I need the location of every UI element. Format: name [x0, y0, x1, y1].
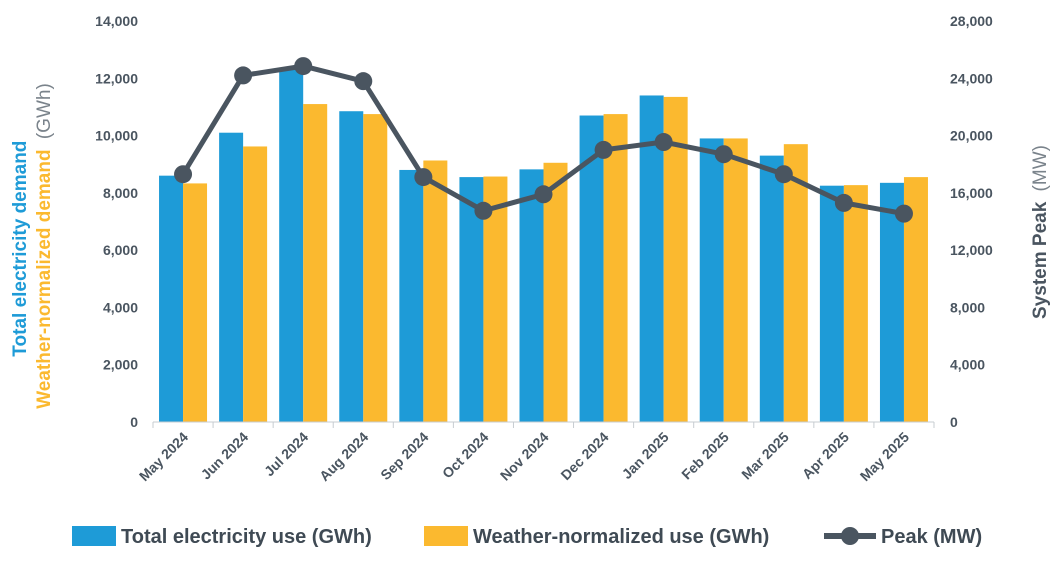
- right-tick-label: 20,000: [950, 128, 993, 144]
- bar-total: [339, 111, 364, 422]
- bars: [159, 69, 928, 423]
- legend-label-peak: Peak (MW): [881, 526, 982, 548]
- x-tick-label: Jun 2024: [198, 429, 252, 483]
- x-tick-label: Aug 2024: [316, 429, 371, 484]
- bar-weather-normalized: [723, 138, 748, 422]
- right-tick-label: 24,000: [950, 70, 993, 86]
- right-axis: 0 4,000 8,000 12,000 16,000 20,000 24,000 28,00…: [950, 13, 993, 430]
- left-tick-label: 2,000: [103, 357, 138, 373]
- legend-swatch-total: [72, 526, 116, 546]
- peak-point: [474, 201, 493, 220]
- right-axis-title-main: System Peak: [1030, 201, 1051, 319]
- bar-total: [279, 69, 304, 422]
- peak-point: [834, 193, 853, 212]
- bar-weather-normalized: [423, 160, 448, 422]
- bar-total: [819, 185, 844, 422]
- peak-point: [654, 133, 673, 152]
- bar-weather-normalized: [243, 146, 268, 422]
- legend-swatch-peak-marker: [841, 527, 859, 545]
- x-tick-label: May 2024: [136, 429, 191, 484]
- left-axis-title: Total electricity demand Weather-normali…: [10, 83, 55, 409]
- left-tick-label: 10,000: [95, 128, 138, 144]
- x-tick-label: Dec 2024: [557, 429, 611, 483]
- right-tick-label: 28,000: [950, 13, 993, 29]
- x-tick-label: Oct 2024: [439, 429, 492, 482]
- left-tick-label: 0: [130, 414, 138, 430]
- x-tick-label: Mar 2025: [738, 429, 792, 483]
- legend-label-weather: Weather-normalized use (GWh): [473, 526, 769, 548]
- right-tick-label: 0: [950, 414, 958, 430]
- left-tick-label: 8,000: [103, 185, 138, 201]
- left-axis-title-total: Total electricity demand: [10, 141, 31, 357]
- legend: Total electricity use (GWh) Weather-norm…: [72, 526, 982, 548]
- bar-weather-normalized: [183, 183, 208, 422]
- peak-line: [174, 57, 913, 223]
- left-tick-label: 12,000: [95, 70, 138, 86]
- left-tick-label: 4,000: [103, 299, 138, 315]
- bar-weather-normalized: [363, 114, 388, 422]
- bar-weather-normalized: [783, 144, 808, 422]
- x-tick-label: Feb 2025: [678, 429, 732, 483]
- peak-point: [714, 145, 733, 164]
- bar-total: [159, 175, 184, 422]
- left-tick-label: 6,000: [103, 242, 138, 258]
- bar-total: [519, 169, 544, 422]
- right-tick-label: 16,000: [950, 185, 993, 201]
- peak-point: [414, 168, 433, 187]
- bar-weather-normalized: [303, 104, 328, 423]
- x-tick-label: Jan 2025: [619, 429, 672, 482]
- bar-total: [399, 169, 424, 422]
- legend-label-total: Total electricity use (GWh): [121, 526, 372, 548]
- left-axis: 0 2,000 4,000 6,000 8,000 10,000 12,000 14,000: [95, 13, 138, 430]
- right-tick-label: 8,000: [950, 299, 985, 315]
- x-axis: May 2024 Jun 2024 Jul 2024 Aug 2024 Sep 2024…: [136, 421, 935, 484]
- bar-weather-normalized: [843, 185, 868, 422]
- x-tick-label: Sep 2024: [377, 429, 431, 483]
- bar-weather-normalized: [663, 96, 688, 423]
- peak-point: [774, 165, 793, 184]
- peak-point: [354, 72, 373, 91]
- peak-point: [894, 204, 913, 223]
- right-axis-title-unit: (MW): [1030, 145, 1051, 191]
- x-tick-label: Nov 2024: [497, 429, 552, 484]
- peak-point: [234, 66, 253, 85]
- bar-weather-normalized: [603, 114, 628, 422]
- peak-point: [294, 57, 313, 76]
- bar-weather-normalized: [543, 162, 568, 422]
- bar-total: [879, 182, 904, 422]
- right-tick-label: 4,000: [950, 357, 985, 373]
- legend-swatch-weather: [424, 526, 468, 546]
- x-tick-label: Apr 2025: [799, 429, 852, 482]
- bar-total: [759, 155, 784, 422]
- left-axis-title-weather: Weather-normalized demand: [34, 149, 55, 408]
- peak-point: [594, 140, 613, 159]
- bar-total: [219, 132, 244, 422]
- x-tick-label: Jul 2024: [261, 429, 312, 480]
- peak-point: [174, 165, 193, 184]
- bar-total: [699, 138, 724, 422]
- peak-point: [534, 185, 553, 204]
- right-axis-title: System Peak (MW): [1030, 145, 1051, 319]
- left-axis-title-unit: (GWh): [34, 83, 55, 139]
- x-tick-label: May 2025: [857, 429, 912, 484]
- right-tick-label: 12,000: [950, 242, 993, 258]
- left-tick-label: 14,000: [95, 13, 138, 29]
